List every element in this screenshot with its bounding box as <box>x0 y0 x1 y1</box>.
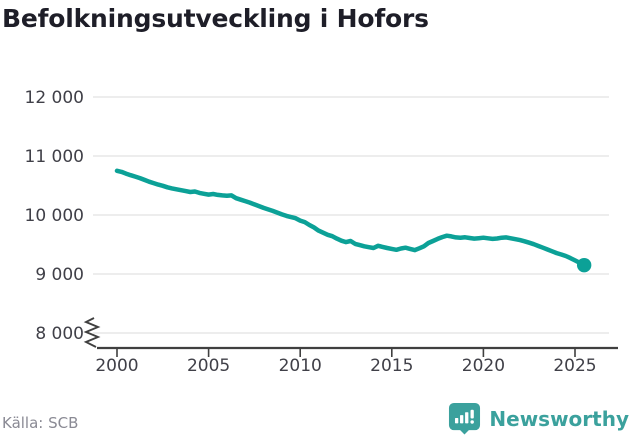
y-axis-labels: 12 000 11 000 10 000 9 000 8 000 <box>25 88 84 344</box>
y-axis-break-icon <box>83 317 101 348</box>
newsworthy-logo[interactable]: Newsworthy <box>448 402 629 435</box>
svg-text:2025: 2025 <box>553 356 596 376</box>
svg-text:10 000: 10 000 <box>25 206 84 226</box>
line-chart: 12 000 11 000 10 000 9 000 8 000 2000 2005 2010… <box>25 88 618 376</box>
svg-text:2005: 2005 <box>187 356 230 376</box>
chart-title: Befolkningsutveckling i Hofors <box>2 4 429 33</box>
svg-text:9 000: 9 000 <box>35 265 84 285</box>
population-line-series <box>114 168 587 268</box>
gridlines <box>93 96 609 334</box>
source-note: Källa: SCB <box>2 414 79 432</box>
svg-text:2020: 2020 <box>462 356 505 376</box>
svg-text:2000: 2000 <box>95 356 138 376</box>
svg-text:2015: 2015 <box>370 356 413 376</box>
newsworthy-chart-bubble-icon <box>449 402 481 435</box>
svg-text:11 000: 11 000 <box>25 147 84 167</box>
latest-value-marker <box>576 257 592 273</box>
svg-text:2010: 2010 <box>279 356 322 376</box>
x-axis-ticks <box>116 348 576 357</box>
svg-text:8 000: 8 000 <box>35 324 84 344</box>
x-axis-labels: 2000 2005 2010 2015 2020 2025 <box>95 356 596 376</box>
newsworthy-wordmark: Newsworthy <box>489 406 629 431</box>
svg-text:12 000: 12 000 <box>25 88 84 108</box>
